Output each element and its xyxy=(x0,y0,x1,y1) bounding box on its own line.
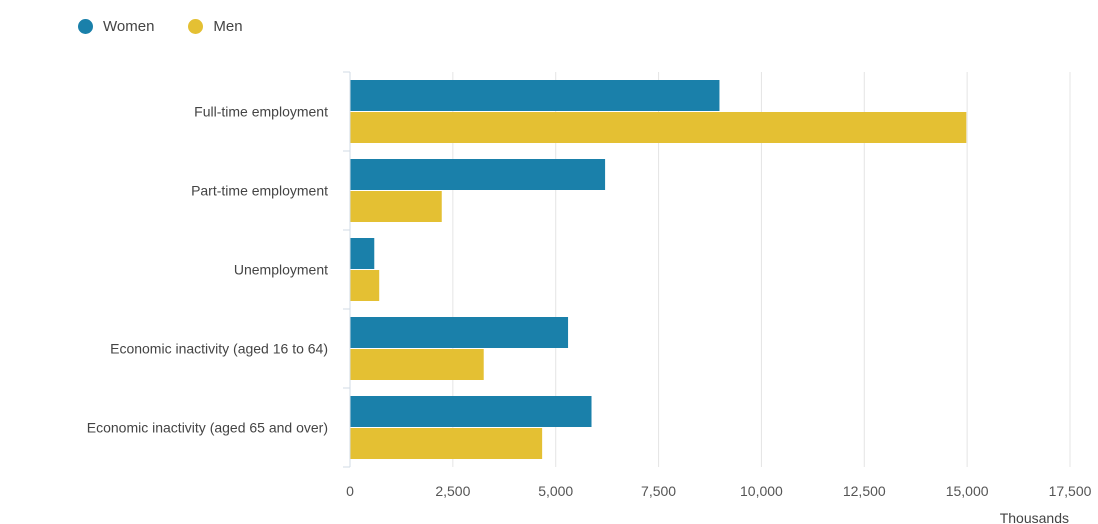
legend-marker-men xyxy=(188,18,204,34)
x-axis-title: Thousands xyxy=(1000,510,1069,524)
bar-men-4[interactable] xyxy=(350,428,543,459)
bar-women-1[interactable] xyxy=(350,159,606,190)
bar-men-2[interactable] xyxy=(350,270,380,301)
category-label: Part-time employment xyxy=(191,183,328,199)
category-label: Full-time employment xyxy=(194,104,328,120)
x-tick-label: 12,500 xyxy=(843,483,886,499)
category-label: Economic inactivity (aged 16 to 64) xyxy=(110,341,328,357)
x-tick-label: 5,000 xyxy=(538,483,573,499)
x-tick-label: 15,000 xyxy=(946,483,989,499)
x-tick-label: 10,000 xyxy=(740,483,783,499)
bar-men-0[interactable] xyxy=(350,112,967,143)
legend-item-men[interactable]: Men xyxy=(188,17,243,35)
x-tick-label: 2,500 xyxy=(435,483,470,499)
x-tick-label: 17,500 xyxy=(1049,483,1092,499)
category-label: Unemployment xyxy=(234,262,328,278)
x-tick-label: 0 xyxy=(346,483,354,499)
x-tick-label: 7,500 xyxy=(641,483,676,499)
x-tick-labels: 0 2,500 5,000 7,500 10,000 12,500 15,000 17,500 xyxy=(346,483,1092,499)
bar-men-3[interactable] xyxy=(350,349,484,380)
bar-women-0[interactable] xyxy=(350,80,720,111)
legend: Women Men xyxy=(78,14,243,38)
bar-women-4[interactable] xyxy=(350,396,592,427)
legend-marker-women xyxy=(78,18,93,34)
bar-men-1[interactable] xyxy=(350,191,442,222)
legend-item-women[interactable]: Women xyxy=(78,18,154,35)
category-axis xyxy=(343,71,351,468)
bar-women-2[interactable] xyxy=(350,238,375,269)
bars xyxy=(350,80,967,459)
bar-women-3[interactable] xyxy=(350,317,569,348)
category-labels: Full-time employment Part-time employment… xyxy=(87,104,328,436)
legend-label-women: Women xyxy=(103,17,155,35)
category-label: Economic inactivity (aged 65 and over) xyxy=(87,420,328,436)
legend-label-men: Men xyxy=(213,17,243,35)
